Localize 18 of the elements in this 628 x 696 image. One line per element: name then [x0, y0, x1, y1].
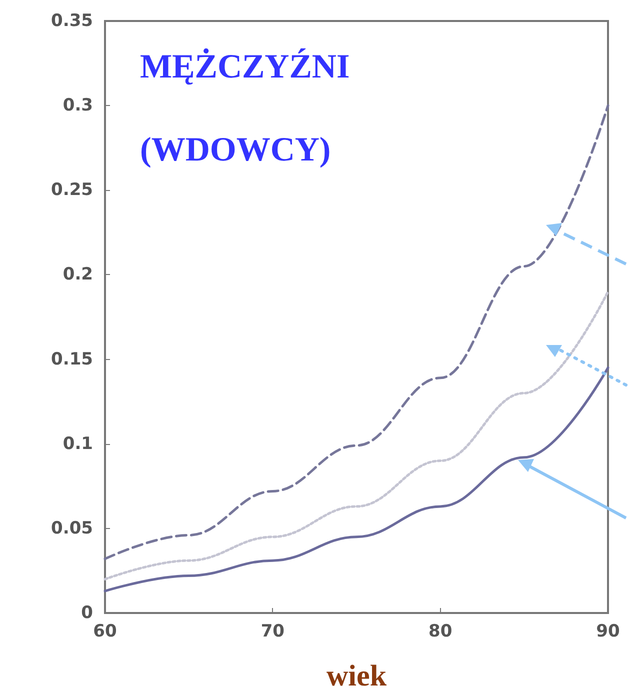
- line-series: [104, 290, 610, 580]
- y-tick-label: 0.3: [62, 96, 93, 116]
- y-tick-label: 0.2: [62, 264, 93, 285]
- x-tick-label: 80: [428, 622, 452, 642]
- x-tick-label: 70: [260, 622, 285, 642]
- y-tick-label: 0.1: [62, 434, 93, 454]
- line-series: [104, 104, 610, 560]
- y-tick-label: 0.25: [51, 180, 93, 200]
- x-axis-title: wiek: [326, 660, 387, 692]
- text: MĘŻCZYŹNI: [140, 48, 350, 86]
- y-tick-label: 0: [81, 603, 94, 623]
- x-tick-label: 90: [596, 622, 620, 642]
- line-series: [104, 366, 610, 592]
- y-tick-label: 0.15: [51, 349, 93, 370]
- text: (WDOWCY): [140, 132, 331, 168]
- y-tick-label: 0.35: [51, 11, 93, 31]
- x-tick-label: 60: [93, 622, 117, 642]
- y-tick-label: 0.05: [51, 518, 93, 538]
